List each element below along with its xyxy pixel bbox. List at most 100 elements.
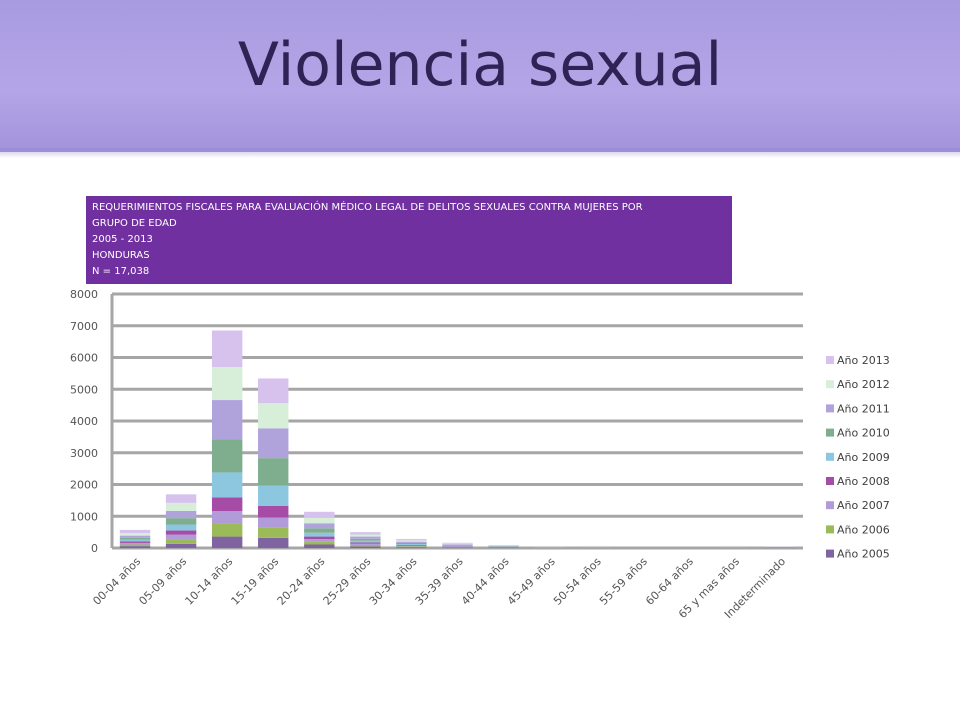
bar-segment bbox=[350, 532, 381, 535]
legend-label: Año 2008 bbox=[837, 475, 890, 488]
x-tick-label: 30-34 años bbox=[367, 555, 420, 608]
bar-segment bbox=[165, 510, 197, 519]
bar-segment bbox=[119, 541, 151, 543]
bar-segment bbox=[304, 544, 335, 548]
bar-segment bbox=[304, 532, 335, 537]
bar-segment bbox=[211, 400, 243, 440]
legend-swatch bbox=[826, 525, 834, 534]
bar-segment bbox=[304, 541, 335, 545]
bar-segment bbox=[119, 542, 151, 545]
y-tick-label: 1000 bbox=[70, 510, 98, 523]
bar-segment bbox=[396, 540, 427, 542]
bar-segment bbox=[442, 544, 473, 546]
bar-segment bbox=[258, 403, 289, 429]
bar-segment bbox=[350, 542, 381, 544]
bar-segment bbox=[119, 537, 151, 540]
bar-segment bbox=[211, 511, 243, 524]
y-tick-label: 8000 bbox=[70, 288, 98, 301]
x-tick-label: 05-09 años bbox=[136, 555, 189, 608]
bar-segment bbox=[350, 534, 381, 537]
bar-segment bbox=[258, 537, 289, 548]
bar-segment bbox=[211, 330, 243, 368]
chart-title-line: N = 17,038 bbox=[92, 266, 150, 277]
bar-segment bbox=[350, 538, 381, 541]
bar-segment bbox=[304, 523, 335, 529]
bar-segment bbox=[165, 534, 197, 540]
x-tick-label: 35-39 años bbox=[413, 555, 466, 608]
bar-segment bbox=[258, 458, 289, 486]
x-tick-label: 15-19 años bbox=[229, 555, 282, 608]
legend-label: Año 2006 bbox=[837, 523, 890, 536]
legend-swatch bbox=[826, 380, 834, 389]
bar-segment bbox=[165, 502, 197, 511]
legend-label: Año 2012 bbox=[837, 378, 890, 391]
bar-segment bbox=[211, 472, 243, 498]
bar-segment bbox=[258, 378, 289, 404]
y-tick-label: 0 bbox=[91, 542, 98, 555]
bar-segment bbox=[119, 539, 151, 542]
bar-segment bbox=[350, 544, 381, 547]
chart-title-line: GRUPO DE EDAD bbox=[92, 218, 177, 229]
legend-swatch bbox=[826, 404, 834, 413]
bar-segment bbox=[119, 546, 151, 548]
bar-segment bbox=[258, 428, 289, 459]
title-banner bbox=[0, 0, 960, 152]
bar-segment bbox=[119, 533, 151, 536]
bar-segment bbox=[304, 539, 335, 542]
y-tick-label: 6000 bbox=[70, 352, 98, 365]
bar-segment bbox=[258, 517, 289, 528]
bar-segment bbox=[442, 543, 473, 545]
bar-segment bbox=[211, 439, 243, 473]
bar-segment bbox=[442, 545, 473, 547]
legend-label: Año 2010 bbox=[837, 427, 890, 440]
bar-segment bbox=[165, 543, 197, 548]
bar-segment bbox=[165, 524, 197, 531]
bar-segment bbox=[396, 546, 427, 548]
bar-segment bbox=[211, 367, 243, 401]
banner-shadow bbox=[0, 148, 960, 158]
bar-segment bbox=[442, 542, 473, 544]
bar-segment bbox=[396, 541, 427, 543]
y-tick-label: 3000 bbox=[70, 447, 98, 460]
legend-swatch bbox=[826, 549, 834, 558]
bar-segment bbox=[396, 542, 427, 545]
bar-segment bbox=[396, 545, 427, 547]
x-tick-label: 20-24 años bbox=[275, 555, 328, 608]
bar-segment bbox=[211, 523, 243, 537]
y-tick-label: 4000 bbox=[70, 415, 98, 428]
y-tick-label: 5000 bbox=[70, 383, 98, 396]
chart-title-box: REQUERIMIENTOS FISCALES PARA EVALUACIÓN … bbox=[86, 196, 732, 284]
x-tick-label: 40-44 años bbox=[459, 555, 512, 608]
bar-segment bbox=[442, 544, 473, 545]
bar-segment bbox=[350, 536, 381, 539]
bar-segment bbox=[304, 536, 335, 540]
legend-swatch bbox=[826, 477, 834, 485]
bar-segment bbox=[211, 497, 243, 512]
y-tick-label: 7000 bbox=[70, 320, 98, 333]
chart-title-line: HONDURAS bbox=[92, 250, 150, 261]
legend-swatch bbox=[826, 452, 834, 461]
legend-label: Año 2009 bbox=[837, 451, 890, 464]
x-tick-label: 00-04 años bbox=[90, 555, 143, 608]
bar-segment bbox=[304, 517, 335, 524]
legend: Año 2013 Año 2012 Año 2011 Año 2010 Año 2009… bbox=[826, 354, 890, 561]
bar-segment bbox=[396, 538, 427, 541]
bar-segment bbox=[350, 546, 381, 548]
x-tick-label: 55-59 años bbox=[597, 555, 650, 608]
legend-label: Año 2007 bbox=[837, 499, 890, 512]
bar-segment bbox=[304, 528, 335, 533]
y-tick-label: 2000 bbox=[70, 479, 98, 492]
chart-title-line: REQUERIMIENTOS FISCALES PARA EVALUACIÓN … bbox=[92, 202, 643, 213]
legend-label: Año 2005 bbox=[837, 548, 890, 561]
bar-segment bbox=[396, 544, 427, 546]
bar-segment bbox=[165, 494, 197, 503]
bars bbox=[119, 330, 796, 548]
bar-segment bbox=[119, 529, 151, 534]
legend-label: Año 2013 bbox=[837, 354, 890, 367]
bar-segment bbox=[396, 547, 427, 548]
slide-title: Violencia sexual bbox=[237, 30, 723, 100]
bar-segment bbox=[350, 543, 381, 545]
bar-segment bbox=[119, 544, 151, 547]
bar-segment bbox=[304, 511, 335, 518]
